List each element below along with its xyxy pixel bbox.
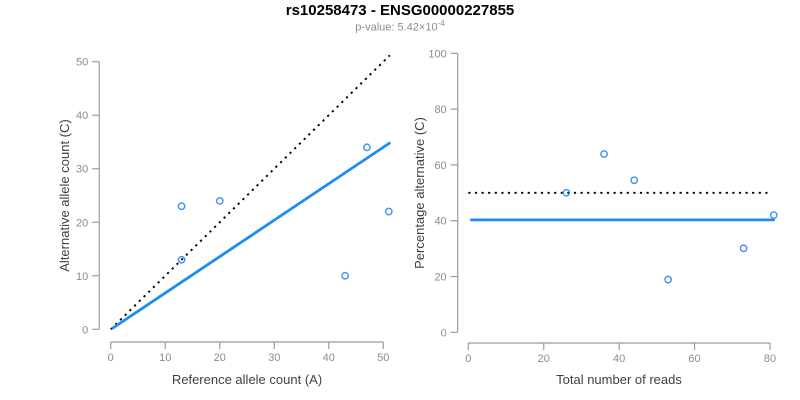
y-tick-label: 0 xyxy=(82,324,88,336)
data-point xyxy=(341,271,350,280)
y-tick-label: 30 xyxy=(76,164,88,176)
data-point xyxy=(769,211,778,220)
data-point xyxy=(363,143,371,152)
data-point xyxy=(562,188,571,197)
y-tick-label: 0 xyxy=(441,327,447,339)
figure-subtitle: p-value: 5.42×10-4 xyxy=(0,19,800,34)
y-tick-label: 20 xyxy=(76,217,88,229)
y-axis-title: Percentage alternative (C) xyxy=(412,117,427,269)
y-tick-label: 40 xyxy=(76,110,88,122)
x-tick-label: 10 xyxy=(159,352,171,364)
data-point xyxy=(664,275,673,284)
x-tick-label: 0 xyxy=(465,353,471,365)
x-tick-label: 80 xyxy=(764,353,776,365)
y-tick-label: 50 xyxy=(76,57,88,69)
x-tick-label: 20 xyxy=(214,352,226,364)
x-tick-label: 20 xyxy=(538,353,550,365)
x-tick-label: 60 xyxy=(688,353,700,365)
y-tick-label: 10 xyxy=(76,271,88,283)
pvalue-exponent: -4 xyxy=(437,19,445,28)
regression-line xyxy=(111,141,392,330)
x-tick-label: 40 xyxy=(613,353,625,365)
data-point xyxy=(384,207,393,216)
data-point xyxy=(177,202,186,211)
data-point xyxy=(177,255,186,264)
data-point xyxy=(739,244,748,253)
figure-title: rs10258473 - ENSG00000227855 xyxy=(285,2,515,19)
data-point xyxy=(215,196,224,205)
x-tick-label: 50 xyxy=(377,352,389,364)
x-axis-title: Total number of reads xyxy=(556,372,682,387)
y-tick-label: 80 xyxy=(434,104,446,116)
x-tick-label: 40 xyxy=(323,352,335,364)
data-point xyxy=(600,150,608,158)
x-tick-label: 0 xyxy=(108,352,114,364)
y-axis-title: Alternative allele count (C) xyxy=(57,119,72,271)
x-tick-label: 30 xyxy=(268,352,280,364)
y-tick-label: 20 xyxy=(434,272,446,284)
y-tick-label: 100 xyxy=(428,48,446,60)
data-point xyxy=(630,176,639,185)
identity-line xyxy=(110,54,391,330)
pvalue-text: p-value: 5.42×10 xyxy=(355,21,438,34)
x-axis-title: Reference allele count (A) xyxy=(172,372,322,387)
y-tick-label: 60 xyxy=(434,160,446,172)
y-tick-label: 40 xyxy=(434,216,446,228)
